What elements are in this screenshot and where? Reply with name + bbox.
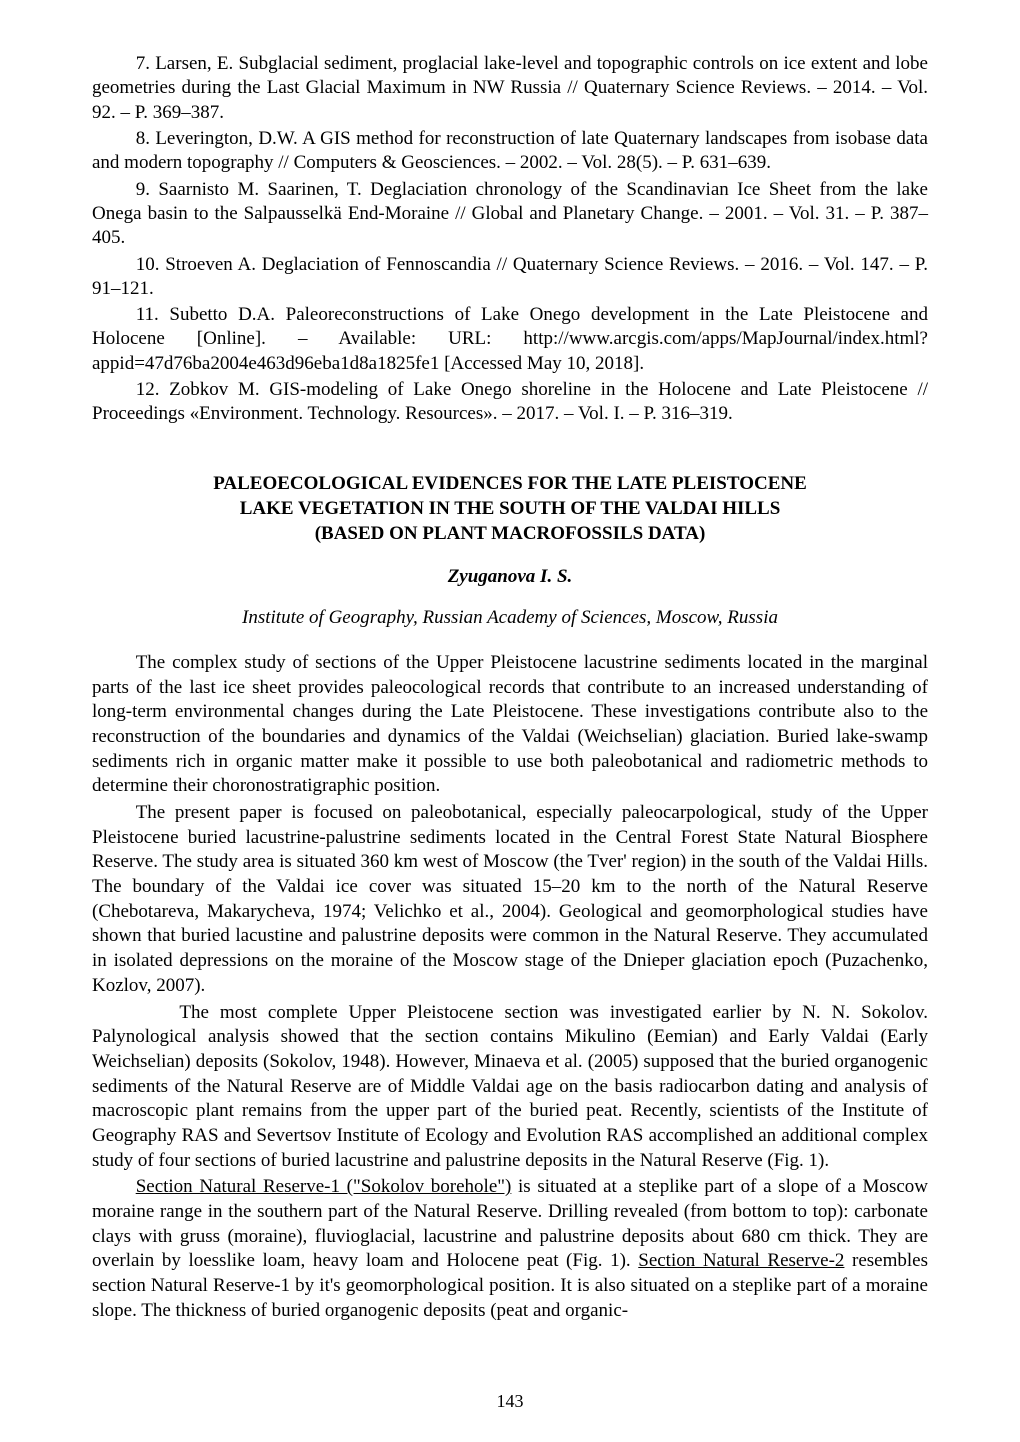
article-title: PALEOECOLOGICAL EVIDENCES FOR THE LATE P… — [92, 471, 928, 546]
page: 7. Larsen, E. Subglacial sediment, progl… — [0, 0, 1020, 1442]
body-paragraph: The complex study of sections of the Upp… — [92, 651, 928, 799]
page-number: 143 — [0, 1391, 1020, 1412]
title-line: LAKE VEGETATION IN THE SOUTH OF THE VALD… — [92, 496, 928, 521]
body-paragraph: The most complete Upper Pleistocene sect… — [92, 1001, 928, 1174]
reference-item: 12. Zobkov M. GIS-modeling of Lake Onego… — [92, 378, 928, 427]
body-paragraph: Section Natural Reserve-1 ("Sokolov bore… — [92, 1175, 928, 1323]
reference-item: 9. Saarnisto M. Saarinen, T. Deglaciatio… — [92, 178, 928, 251]
reference-item: 8. Leverington, D.W. A GIS method for re… — [92, 127, 928, 176]
affiliation: Institute of Geography, Russian Academy … — [92, 607, 928, 629]
body-paragraph: The present paper is focused on paleobot… — [92, 801, 928, 999]
reference-item: 7. Larsen, E. Subglacial sediment, progl… — [92, 52, 928, 125]
reference-item: 10. Stroeven A. Deglaciation of Fennosca… — [92, 253, 928, 302]
author: Zyuganova I. S. — [92, 566, 928, 588]
underlined-section-name: Section Natural Reserve-1 ("Sokolov bore… — [136, 1176, 512, 1197]
title-line: PALEOECOLOGICAL EVIDENCES FOR THE LATE P… — [92, 471, 928, 496]
title-line: (BASED ON PLANT MACROFOSSILS DATA) — [92, 521, 928, 546]
reference-item: 11. Subetto D.A. Paleoreconstructions of… — [92, 303, 928, 376]
underlined-section-name: Section Natural Reserve-2 — [638, 1250, 844, 1271]
